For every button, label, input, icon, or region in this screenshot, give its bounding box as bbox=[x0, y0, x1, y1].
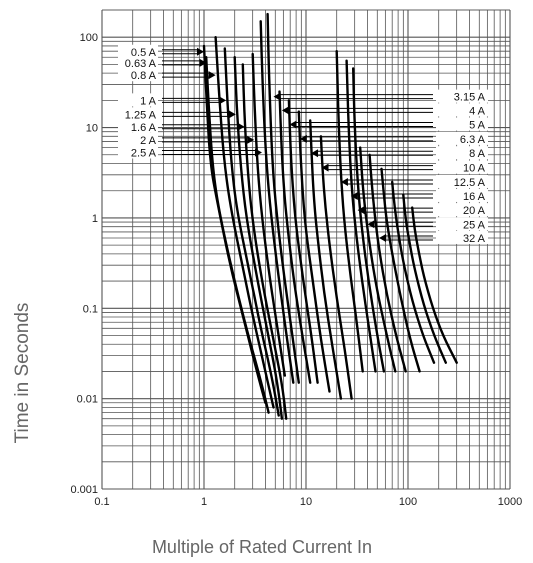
curve-label-bg bbox=[436, 103, 488, 117]
leader-arrow bbox=[357, 206, 365, 215]
leader-arrow bbox=[340, 177, 348, 186]
y-tick-label: 100 bbox=[80, 32, 98, 44]
y-tick-label: 1 bbox=[92, 213, 98, 225]
series-line bbox=[223, 47, 280, 417]
curve-label: 1 A bbox=[140, 95, 157, 107]
curve-label-bg bbox=[436, 203, 488, 217]
curve-label-bg bbox=[118, 93, 158, 107]
curve-label: 0.8 A bbox=[131, 70, 157, 82]
curve-label-bg bbox=[118, 44, 158, 58]
leader-arrow bbox=[219, 96, 227, 105]
series-line bbox=[359, 146, 397, 373]
curve-label: 2.5 A bbox=[131, 147, 157, 159]
y-tick-label: 10 bbox=[86, 123, 98, 135]
series-line bbox=[287, 99, 319, 384]
curve-label-bg bbox=[436, 230, 488, 244]
curve-label-bg bbox=[436, 174, 488, 188]
curve-label: 0.5 A bbox=[131, 47, 157, 59]
curve-label: 0.63 A bbox=[125, 58, 157, 70]
curve-label: 6.3 A bbox=[460, 134, 486, 146]
curve-label: 2 A bbox=[140, 135, 157, 147]
curve-label: 32 A bbox=[463, 233, 486, 245]
curve-label: 5 A bbox=[469, 120, 486, 132]
curve-label-bg bbox=[436, 217, 488, 231]
series-line bbox=[205, 56, 270, 414]
series-line bbox=[241, 63, 288, 420]
leader-arrow bbox=[247, 135, 255, 144]
leader-arrow bbox=[208, 71, 216, 80]
curve-label-bg bbox=[118, 107, 158, 121]
curve-label: 4 A bbox=[469, 105, 486, 117]
curve-label-bg bbox=[118, 132, 158, 146]
curve-labels: 0.5 A0.63 A0.8 A 1 A 1.25 A1.6 A2 A2.5 A 3.… bbox=[118, 44, 488, 245]
curve-label-bg bbox=[436, 117, 488, 131]
curve-label: 8 A bbox=[469, 148, 486, 160]
curve-label-bg bbox=[118, 68, 158, 82]
curve-label-bg bbox=[118, 145, 158, 159]
curve-label-bg bbox=[436, 131, 488, 145]
curve-label: 1.25 A bbox=[125, 109, 157, 121]
leader-arrow bbox=[199, 58, 207, 67]
y-tick-label: 0.01 bbox=[77, 394, 98, 406]
curve-label-bg bbox=[436, 160, 488, 174]
leader-arrow bbox=[281, 106, 289, 115]
curve-label-bg bbox=[118, 55, 158, 69]
curve-label-bg bbox=[436, 89, 488, 103]
leader-arrow bbox=[379, 233, 387, 242]
leader-arrow bbox=[228, 110, 236, 119]
leader-arrow bbox=[289, 120, 297, 129]
grid-lines bbox=[101, 9, 511, 490]
leader-arrow bbox=[311, 149, 319, 158]
x-axis-title: Multiple of Rated Current In bbox=[152, 537, 372, 557]
series-line bbox=[233, 56, 284, 420]
series-line bbox=[214, 36, 275, 409]
y-tick-label: 0.1 bbox=[83, 303, 98, 315]
leader-arrow bbox=[350, 191, 358, 200]
series-line bbox=[251, 52, 286, 377]
curve-label: 10 A bbox=[463, 163, 486, 175]
series-line bbox=[345, 59, 377, 373]
curve-label: 16 A bbox=[463, 191, 486, 203]
curve-label: 1.6 A bbox=[131, 122, 157, 134]
curve-label: 12.5 A bbox=[454, 177, 486, 189]
leader-arrow bbox=[321, 163, 329, 172]
tick-labels: 0.1 1 10 100 1000 0.001 0.01 0.1 1 10 100 bbox=[70, 32, 522, 508]
series-line bbox=[266, 12, 300, 384]
y-tick-label: 0.001 bbox=[70, 484, 98, 496]
leader-arrow bbox=[273, 92, 281, 101]
y-axis-title: Time in Seconds bbox=[12, 303, 33, 444]
series-line bbox=[335, 50, 364, 373]
x-tick-label: 1000 bbox=[498, 496, 522, 508]
leader-arrow bbox=[197, 47, 204, 56]
series-line bbox=[402, 193, 447, 364]
x-tick-label: 100 bbox=[399, 496, 417, 508]
curve-lines bbox=[202, 12, 458, 420]
curve-label-bg bbox=[118, 119, 158, 133]
series-line bbox=[309, 119, 343, 400]
x-tick-label: 10 bbox=[300, 496, 312, 508]
series-line bbox=[368, 153, 407, 373]
series-line bbox=[319, 135, 353, 400]
curve-label-bg bbox=[436, 188, 488, 202]
curve-label-bg bbox=[436, 146, 488, 160]
series-line bbox=[411, 206, 458, 364]
series-line bbox=[259, 20, 295, 384]
leader-arrow bbox=[237, 122, 245, 131]
leader-arrow bbox=[254, 148, 262, 157]
curve-label: 25 A bbox=[463, 219, 486, 231]
series-line bbox=[352, 67, 386, 373]
curve-label: 3.15 A bbox=[454, 92, 486, 104]
series-line bbox=[297, 110, 331, 393]
x-tick-label: 0.1 bbox=[94, 496, 109, 508]
series-line bbox=[380, 167, 421, 373]
series-line bbox=[391, 180, 436, 364]
series-line bbox=[278, 90, 312, 384]
curve-label: 20 A bbox=[463, 205, 486, 217]
x-tick-label: 1 bbox=[201, 496, 207, 508]
leader-arrow bbox=[367, 220, 375, 229]
leader-arrow bbox=[299, 134, 307, 143]
